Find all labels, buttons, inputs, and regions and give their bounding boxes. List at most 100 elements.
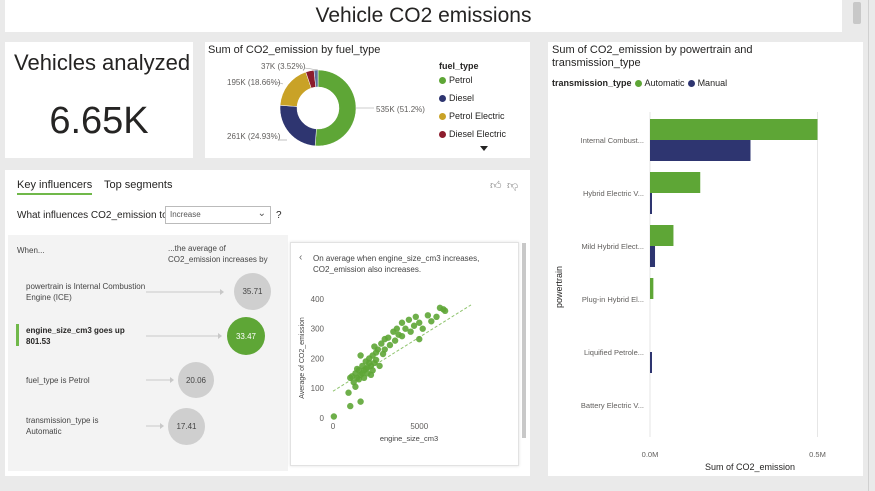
influencer-item[interactable]: powertrain is Internal Combustion Engine… bbox=[26, 282, 146, 302]
scatter-point bbox=[345, 389, 352, 396]
scatter-point bbox=[433, 313, 440, 321]
y-tick-label: Battery Electric V... bbox=[581, 401, 644, 410]
scatter-point bbox=[398, 332, 406, 340]
donut-slice-petrol-electric bbox=[279, 71, 312, 107]
thumbs-up-icon[interactable]: 👍︎ bbox=[490, 180, 502, 192]
detail-explanation: On average when engine_size_cm3 increase… bbox=[313, 254, 480, 274]
donut-slice-petrol bbox=[314, 69, 357, 147]
scatter-point bbox=[419, 325, 426, 332]
legend-item-automatic[interactable]: Automatic bbox=[644, 78, 685, 88]
influencer-bubble-selected[interactable]: 33.47 bbox=[227, 317, 265, 355]
x-tick-label: 0.5M bbox=[809, 450, 826, 459]
detail-scrollbar[interactable] bbox=[522, 243, 526, 438]
y-tick-label: 400 bbox=[311, 295, 325, 304]
scatter-point bbox=[378, 340, 385, 347]
page-scrollbar-thumb[interactable] bbox=[853, 2, 861, 24]
donut-chart-title: Sum of CO2_emission by fuel_type bbox=[208, 44, 381, 56]
legend-item-manual[interactable]: Manual bbox=[697, 78, 728, 88]
donut-chart[interactable] bbox=[205, 42, 530, 158]
x-tick-label: 5000 bbox=[410, 422, 428, 431]
influencer-detail-panel: ‹ On average when engine_size_cm3 increa… bbox=[290, 242, 519, 466]
increase-dropdown[interactable]: Increase ⌄ bbox=[165, 206, 271, 224]
bar-chart-title: Sum of CO2_emission by powertrain and tr… bbox=[552, 44, 753, 69]
scatter-point bbox=[410, 322, 418, 329]
scatter-point bbox=[416, 335, 423, 343]
legend-dot-icon bbox=[439, 112, 446, 120]
scatter-point bbox=[424, 312, 432, 319]
tab-key-influencers[interactable]: Key influencers bbox=[17, 179, 93, 195]
scatter-point bbox=[398, 319, 406, 326]
influencer-bubble[interactable]: 17.41 bbox=[168, 408, 205, 445]
bar-manual bbox=[650, 140, 751, 161]
legend-item-petrol-electric[interactable]: Petrol Electric bbox=[439, 111, 505, 121]
question-mark: ? bbox=[276, 210, 282, 221]
scatter-point bbox=[376, 362, 383, 370]
scatter-point bbox=[402, 325, 409, 332]
y-tick-label: Plug-in Hybrid El... bbox=[582, 295, 644, 304]
scatter-point bbox=[381, 346, 388, 353]
influencer-bubble[interactable]: 35.71 bbox=[234, 273, 271, 310]
legend-label: Diesel bbox=[449, 93, 475, 103]
x-tick-label: 0.0M bbox=[642, 450, 659, 459]
y-axis-label: Average of CO2_emission bbox=[299, 317, 306, 399]
influencer-item[interactable]: fuel_type is Petrol bbox=[26, 376, 90, 385]
dropdown-value: Increase bbox=[170, 210, 201, 219]
page-scrollbar-track[interactable] bbox=[868, 0, 869, 491]
tab-top-segments[interactable]: Top segments bbox=[104, 179, 173, 191]
influencer-item[interactable]: transmission_type is Automatic bbox=[26, 416, 99, 436]
legend-dot-icon bbox=[687, 79, 695, 87]
scatter-point bbox=[405, 316, 413, 323]
donut-chart-card: Sum of CO2_emission by fuel_type 37K (3.… bbox=[205, 42, 530, 158]
bar-automatic bbox=[650, 172, 701, 193]
bar-legend-title: transmission_type bbox=[552, 78, 632, 88]
kpi-value: 6.65K bbox=[49, 100, 149, 142]
x-tick-label: 0 bbox=[331, 422, 336, 431]
bar-chart-card: Sum of CO2_emission by powertrain and tr… bbox=[548, 42, 863, 476]
scatter-chart[interactable]: 0 100 200 300 400 0 5000 engine_size_cm3 Average… bbox=[291, 243, 520, 467]
y-tick-label: 300 bbox=[311, 325, 325, 334]
legend-label: Petrol bbox=[449, 75, 473, 85]
scatter-point bbox=[330, 413, 338, 420]
report-title-card: Vehicle CO2 emissions bbox=[5, 0, 842, 32]
y-tick-label: Mild Hybrid Elect... bbox=[581, 242, 644, 251]
scatter-point bbox=[407, 328, 414, 335]
bar-manual bbox=[650, 352, 652, 373]
key-influencers-card: Key influencers Top segments 👍︎ 👎︎ What … bbox=[5, 170, 530, 476]
leader-line bbox=[304, 67, 319, 71]
selected-indicator bbox=[16, 324, 19, 346]
scatter-point bbox=[372, 356, 380, 364]
thumbs-down-icon[interactable]: 👎︎ bbox=[507, 180, 519, 192]
slice-label-petrol: 535K (51.2%) bbox=[376, 105, 425, 114]
scatter-point bbox=[386, 341, 394, 349]
connector-lines bbox=[146, 289, 224, 429]
slice-label-diesel: 261K (24.93%) bbox=[227, 132, 281, 141]
legend-more-arrow-icon[interactable] bbox=[480, 146, 488, 151]
legend-item-diesel-electric[interactable]: Diesel Electric bbox=[439, 129, 506, 139]
scatter-point bbox=[412, 313, 419, 321]
bar-automatic bbox=[650, 225, 674, 246]
bar-automatic bbox=[650, 119, 818, 140]
slice-label-petrol-electric: 195K (18.66%) bbox=[227, 78, 281, 87]
scatter-point bbox=[371, 343, 378, 350]
bar-legend: transmission_type Automatic Manual bbox=[552, 78, 727, 88]
chevron-down-icon: ⌄ bbox=[257, 208, 266, 219]
scatter-point bbox=[352, 383, 359, 390]
bar-manual bbox=[650, 193, 652, 214]
donut-slice-other bbox=[313, 69, 319, 88]
legend-item-petrol[interactable]: Petrol bbox=[439, 75, 473, 85]
influencer-item-selected[interactable]: engine_size_cm3 goes up 801.53 bbox=[26, 326, 125, 346]
scatter-point bbox=[357, 352, 364, 359]
y-tick-label: 200 bbox=[311, 354, 325, 363]
leader-line bbox=[276, 81, 284, 85]
bar-chart[interactable]: Internal Combust... Hybrid Electric V... M… bbox=[548, 42, 863, 476]
kpi-title: Vehicles analyzed bbox=[14, 50, 191, 75]
slice-label-diesel-electric: 37K (3.52%) bbox=[261, 62, 306, 71]
scatter-point bbox=[369, 367, 376, 374]
scatter-point bbox=[441, 307, 449, 315]
scatter-point bbox=[357, 398, 364, 405]
legend-dot-icon bbox=[439, 76, 446, 84]
influencer-bubble[interactable]: 20.06 bbox=[178, 362, 214, 398]
back-chevron-icon[interactable]: ‹ bbox=[299, 252, 303, 263]
legend-label: Diesel Electric bbox=[449, 129, 507, 139]
legend-item-diesel[interactable]: Diesel bbox=[439, 93, 474, 103]
